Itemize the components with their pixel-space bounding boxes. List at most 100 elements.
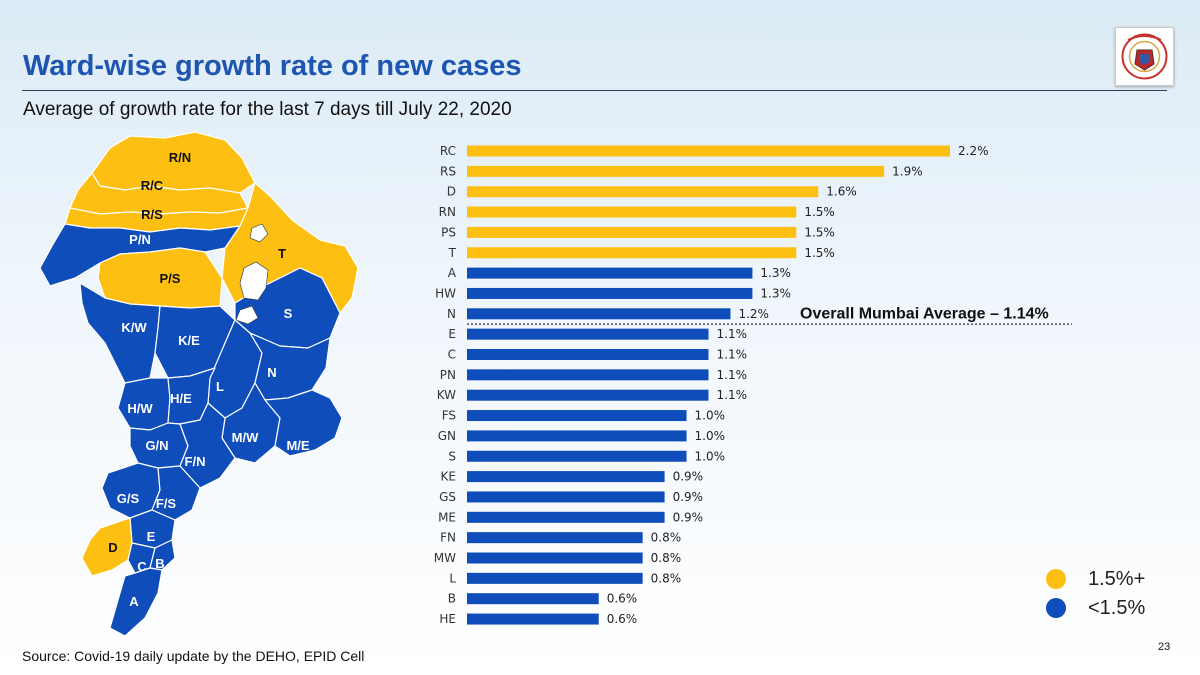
bar-hw [467, 287, 753, 299]
ward-label-r-n: R/N [169, 150, 191, 165]
value-label-ps: 1.5% [804, 225, 835, 239]
legend-label-low: <1.5% [1088, 596, 1146, 619]
category-label-pn: PN [440, 368, 456, 382]
category-label-kw: KW [437, 388, 456, 402]
category-label-fs: FS [442, 409, 456, 423]
value-label-s: 1.0% [695, 449, 726, 463]
ward-label-f-n: F/N [185, 454, 206, 469]
value-label-n: 1.2% [738, 307, 769, 321]
ward-label-s: S [284, 306, 293, 321]
ward-label-h-e: H/E [170, 391, 192, 406]
value-label-rn: 1.5% [804, 205, 835, 219]
legend-label-high: 1.5%+ [1088, 567, 1146, 590]
value-label-gs: 0.9% [673, 490, 704, 504]
category-label-t: T [448, 246, 457, 260]
value-label-ke: 0.9% [673, 470, 704, 484]
ward-label-f-s: F/S [156, 496, 177, 511]
bar-kw [467, 389, 709, 401]
lake-shape [235, 305, 259, 325]
ward-label-r-c: R/C [141, 178, 164, 193]
value-label-rs: 1.9% [892, 164, 923, 178]
ward-label-d: D [108, 540, 117, 555]
category-label-a: A [448, 266, 457, 280]
ward-region-d [81, 517, 133, 577]
bar-pn [467, 369, 709, 381]
legend-dot-high [1046, 569, 1066, 589]
bar-e [467, 328, 709, 340]
ward-label-p-s: P/S [160, 271, 181, 286]
value-label-pn: 1.1% [717, 368, 748, 382]
bar-s [467, 450, 687, 462]
bar-rn [467, 206, 797, 218]
ward-label-p-n: P/N [129, 232, 151, 247]
category-label-b: B [448, 592, 456, 606]
value-label-hw: 1.3% [760, 286, 791, 300]
logo-seal-icon [1121, 33, 1168, 80]
category-label-c: C [448, 348, 456, 362]
ward-label-k-e: K/E [178, 333, 200, 348]
value-label-he: 0.6% [607, 612, 638, 626]
bar-rc [467, 145, 950, 157]
legend-dot-low [1046, 598, 1066, 618]
ward-label-g-s: G/S [117, 491, 140, 506]
category-label-ps: PS [441, 225, 456, 239]
ward-label-b: B [155, 556, 164, 571]
ward-label-g-n: G/N [145, 438, 168, 453]
average-reference-label: Overall Mumbai Average – 1.14% [800, 305, 1049, 322]
bar-mw [467, 552, 643, 564]
ward-label-e: E [147, 529, 156, 544]
value-label-fs: 1.0% [695, 409, 726, 423]
ward-label-a: A [129, 594, 139, 609]
ward-label-n: N [267, 365, 276, 380]
value-label-fn: 0.8% [651, 531, 682, 545]
page-subtitle: Average of growth rate for the last 7 da… [23, 99, 512, 120]
ward-label-m-e: M/E [286, 438, 309, 453]
lake-shape [249, 223, 269, 243]
bar-ke [467, 471, 665, 483]
bar-t [467, 247, 797, 259]
value-label-me: 0.9% [673, 510, 704, 524]
value-label-b: 0.6% [607, 592, 638, 606]
category-label-mw: MW [434, 551, 456, 565]
ward-region-me [264, 389, 343, 457]
bar-n [467, 308, 731, 320]
legend-item-low: <1.5% [1046, 595, 1145, 621]
source-note: Source: Covid-19 daily update by the DEH… [22, 648, 365, 664]
category-label-n: N [447, 307, 456, 321]
value-label-t: 1.5% [804, 246, 835, 260]
bar-l [467, 572, 643, 584]
category-label-rn: RN [439, 205, 456, 219]
ward-label-k-w: K/W [121, 320, 147, 335]
category-label-l: L [449, 571, 456, 585]
bar-c [467, 349, 709, 360]
value-label-rc: 2.2% [958, 144, 989, 158]
value-label-gn: 1.0% [695, 429, 726, 443]
bar-gs [467, 491, 665, 503]
bar-me [467, 511, 665, 523]
ward-map: R/N R/C R/S P/N P/S T S K/W K/E L N H/W H/E G/N M/W M/E… [39, 131, 359, 637]
category-label-d: D [447, 185, 456, 199]
category-label-gs: GS [439, 490, 456, 504]
value-label-e: 1.1% [717, 327, 748, 341]
category-label-rc: RC [440, 144, 456, 158]
bar-ps [467, 226, 797, 238]
value-label-c: 1.1% [717, 348, 748, 362]
category-label-fn: FN [440, 531, 456, 545]
bar-b [467, 593, 599, 605]
category-label-gn: GN [438, 429, 456, 443]
page-number: 23 [1158, 641, 1171, 653]
bar-a [467, 267, 753, 279]
value-label-l: 0.8% [651, 571, 682, 585]
ward-label-l: L [216, 379, 224, 394]
category-label-me: ME [438, 510, 456, 524]
bar-he [467, 613, 599, 625]
bar-gn [467, 430, 687, 442]
ward-label-h-w: H/W [127, 401, 153, 416]
ward-region-a [109, 567, 163, 637]
ward-label-t: T [278, 246, 286, 261]
bar-fn [467, 532, 643, 544]
bar-fs [467, 410, 687, 422]
lake-shape [239, 261, 269, 301]
category-label-e: E [448, 327, 456, 341]
